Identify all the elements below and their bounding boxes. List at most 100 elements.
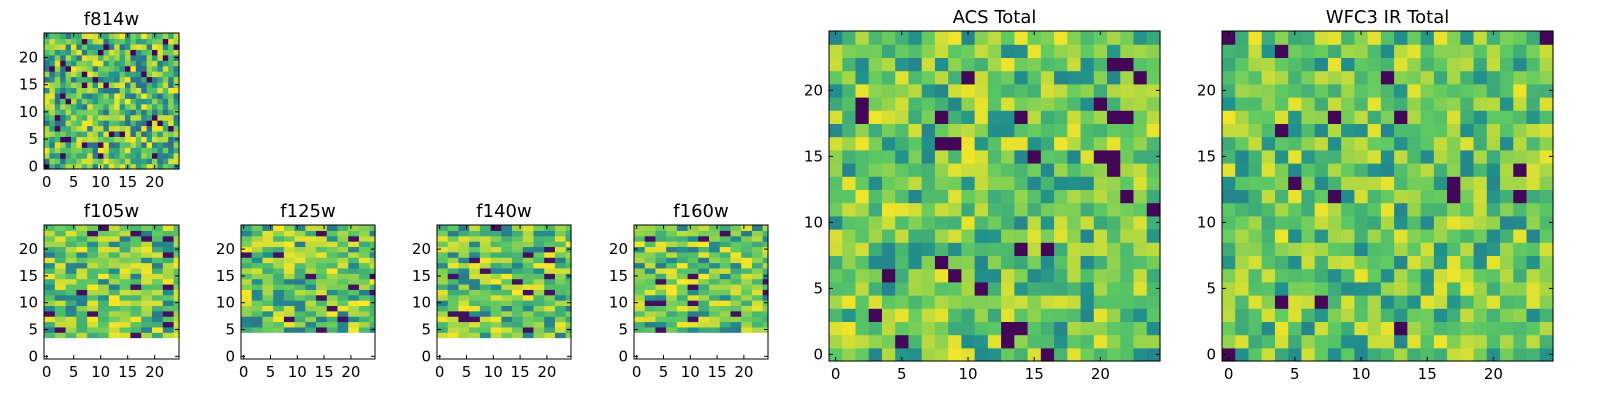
heatmap-cell — [746, 230, 753, 237]
heatmap-cell — [71, 76, 77, 83]
heatmap-cell — [103, 141, 110, 148]
heatmap-cell — [881, 334, 896, 349]
heatmap-cell — [714, 262, 721, 269]
heatmap-cell — [639, 321, 646, 328]
heatmap-cell — [714, 300, 721, 306]
heatmap-cell — [103, 43, 110, 50]
heatmap-cell — [65, 125, 72, 132]
heatmap-cell — [173, 262, 180, 269]
heatmap-cell — [267, 326, 274, 333]
heatmap-cell — [1248, 163, 1263, 177]
heatmap-cell — [157, 92, 164, 99]
heatmap-cell — [369, 257, 376, 264]
heatmap-cell — [908, 347, 923, 362]
heatmap-cell — [353, 267, 360, 274]
heatmap-cell — [1120, 308, 1135, 322]
heatmap-cell — [332, 294, 339, 301]
heatmap-cell — [1054, 31, 1068, 45]
heatmap-cell — [746, 267, 753, 274]
heatmap-cell — [114, 235, 121, 242]
heatmap-cell — [49, 289, 56, 296]
heatmap-cell — [1367, 308, 1382, 322]
heatmap-cell — [682, 262, 689, 269]
heatmap-cell — [453, 262, 460, 269]
heatmap-cell — [1314, 31, 1329, 45]
heatmap-cell — [71, 54, 77, 61]
heatmap-cell — [639, 300, 646, 306]
heatmap-cell — [60, 273, 67, 280]
heatmap-cell — [87, 114, 94, 121]
heatmap-cell — [108, 114, 115, 121]
y-tick-label: 10 — [1197, 213, 1216, 231]
heatmap-cell — [842, 295, 857, 309]
heatmap-cell — [114, 136, 121, 143]
heatmap-cell — [1473, 189, 1488, 204]
heatmap-cell — [146, 251, 153, 258]
heatmap-cell — [114, 76, 121, 83]
heatmap-cell — [634, 305, 640, 312]
heatmap-cell — [735, 225, 742, 231]
heatmap-cell — [495, 273, 502, 280]
heatmap-cell — [453, 316, 460, 323]
heatmap-cell — [842, 268, 857, 283]
heatmap-cell — [442, 310, 449, 317]
panel-title: WFC3 IR Total — [1326, 7, 1449, 28]
heatmap-cell — [251, 294, 258, 301]
heatmap-cell — [855, 229, 870, 243]
heatmap-cell — [76, 257, 83, 264]
heatmap-cell — [135, 92, 142, 99]
heatmap-cell — [92, 76, 99, 83]
heatmap-cell — [698, 267, 705, 274]
heatmap-cell — [639, 316, 646, 323]
heatmap-cell — [554, 235, 561, 242]
heatmap-cell — [44, 257, 50, 264]
heatmap-cell — [1447, 321, 1461, 336]
heatmap-cell — [98, 283, 104, 290]
heatmap-cell — [1500, 31, 1514, 45]
heatmap-cell — [162, 273, 169, 280]
heatmap-cell — [358, 316, 365, 323]
heatmap-cell — [485, 246, 492, 253]
heatmap-cell — [81, 43, 88, 50]
heatmap-cell — [246, 230, 253, 237]
heatmap-cell — [522, 267, 529, 274]
heatmap-cell — [87, 103, 94, 110]
heatmap-cell — [98, 71, 104, 78]
heatmap-cell — [1248, 321, 1263, 336]
heatmap-cell — [1380, 308, 1395, 322]
heatmap-cell — [92, 130, 99, 137]
heatmap-cell — [921, 136, 936, 151]
heatmap-cell — [326, 283, 333, 290]
heatmap-cell — [246, 235, 253, 242]
heatmap-cell — [135, 310, 142, 317]
heatmap-cell — [463, 257, 470, 264]
heatmap-cell — [54, 241, 61, 248]
heatmap-cell — [948, 163, 962, 177]
heatmap-cell — [1407, 110, 1422, 124]
heatmap-cell — [921, 97, 936, 111]
heatmap-cell — [1354, 31, 1369, 45]
heatmap-cell — [1288, 110, 1303, 124]
heatmap-cell — [1380, 215, 1395, 230]
heatmap-cell — [65, 294, 72, 301]
heatmap-cell — [135, 235, 142, 242]
heatmap-cell — [1040, 189, 1055, 204]
heatmap-cell — [87, 163, 94, 170]
heatmap-cell — [533, 294, 540, 301]
heatmap-cell — [501, 294, 508, 301]
heatmap-cell — [135, 141, 142, 148]
heatmap-cell — [1027, 136, 1042, 151]
heatmap-cell — [934, 44, 949, 58]
heatmap-cell — [326, 278, 333, 285]
heatmap-cell — [1301, 110, 1316, 124]
heatmap-cell — [1327, 242, 1342, 256]
heatmap-cell — [54, 321, 61, 328]
heatmap-cell — [908, 215, 923, 230]
heatmap-cell — [130, 136, 137, 143]
heatmap-cell — [168, 300, 175, 306]
heatmap-cell — [719, 267, 726, 274]
heatmap-cell — [501, 332, 508, 339]
heatmap-cell — [162, 33, 169, 40]
heatmap-cell — [1473, 334, 1488, 349]
heatmap-cell — [881, 242, 896, 256]
